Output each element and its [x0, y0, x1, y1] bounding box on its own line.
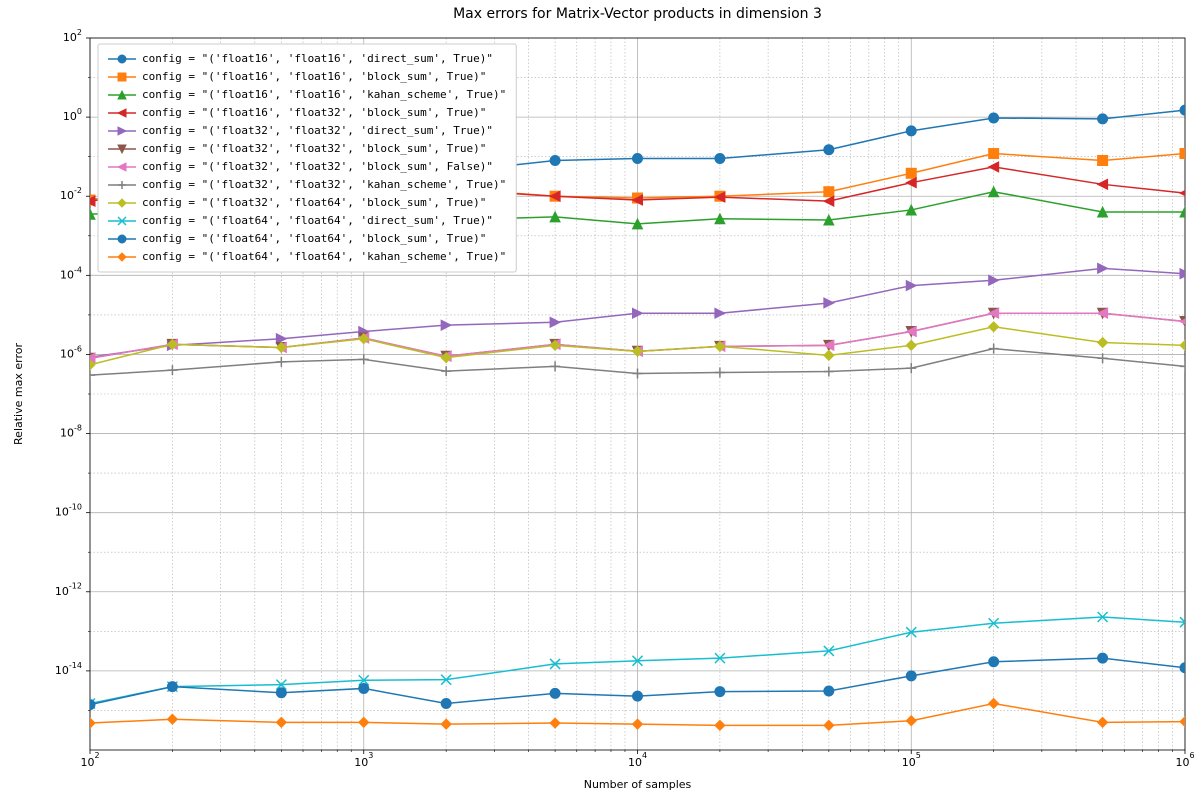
legend-item-label: config = "('float32', 'float32', 'block_…	[142, 142, 486, 155]
y-axis-label: Relative max error	[12, 343, 25, 445]
chart-title: Max errors for Matrix-Vector products in…	[453, 6, 822, 22]
legend-item-label: config = "('float16', 'float16', 'direct…	[142, 52, 493, 65]
legend-item-label: config = "('float32', 'float32', 'direct…	[142, 124, 493, 137]
legend-item-label: config = "('float64', 'float64', 'direct…	[142, 214, 493, 227]
legend-item-label: config = "('float32', 'float32', 'kahan_…	[142, 178, 506, 191]
legend-item-label: config = "('float16', 'float16', 'kahan_…	[142, 88, 506, 101]
legend-item-label: config = "('float64', 'float64', 'block_…	[142, 232, 486, 245]
legend-item-label: config = "('float16', 'float16', 'block_…	[142, 70, 486, 83]
legend-item-label: config = "('float16', 'float32', 'block_…	[142, 106, 486, 119]
legend-item-label: config = "('float64', 'float64', 'kahan_…	[142, 250, 506, 263]
x-axis-label: Number of samples	[584, 778, 692, 791]
error-chart: 10210310410510610-1410-1210-1010-810-610…	[0, 0, 1200, 800]
legend-item-label: config = "('float32', 'float32', 'block_…	[142, 160, 493, 173]
legend-item-label: config = "('float32', 'float64', 'block_…	[142, 196, 486, 209]
legend: config = "('float16', 'float16', 'direct…	[98, 44, 516, 272]
